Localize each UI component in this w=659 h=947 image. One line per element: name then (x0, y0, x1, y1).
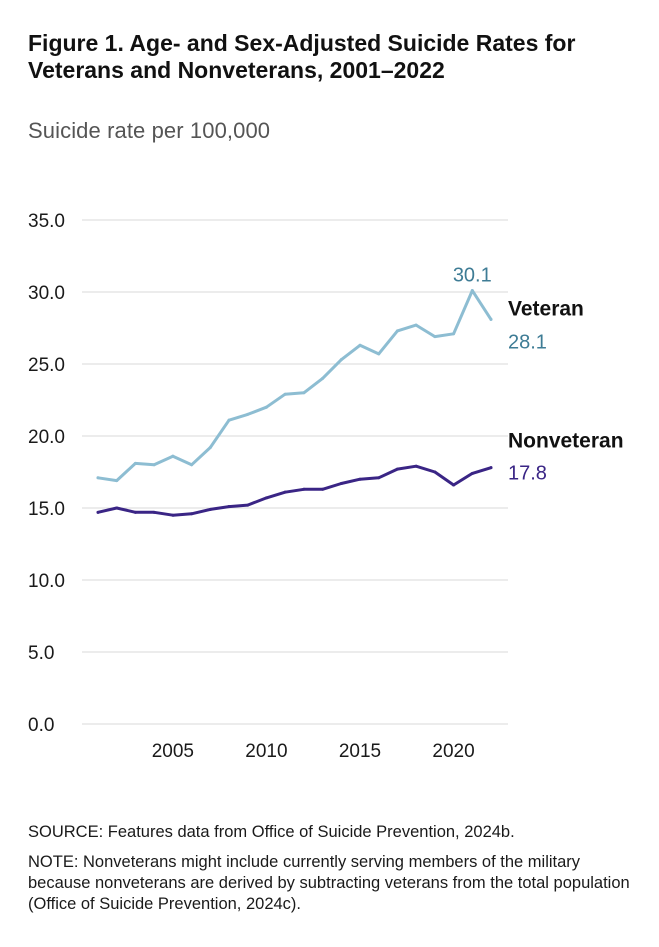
figure-label: Figure 1. (28, 30, 124, 56)
data-point-nonveteran (264, 496, 268, 500)
data-point-veteran (395, 329, 399, 333)
y-tick-label: 15.0 (28, 499, 65, 520)
data-point-nonveteran (246, 503, 250, 507)
data-point-nonveteran (452, 483, 456, 487)
series-labels: Veteran 28.1 30.1 Nonveteran 17.8 (453, 265, 624, 485)
data-point-nonveteran (190, 512, 194, 516)
series-name-label: Veteran (508, 297, 584, 320)
data-point-nonveteran (283, 490, 287, 494)
data-point-nonveteran (152, 510, 156, 514)
x-tick-label: 2015 (339, 741, 381, 762)
data-point-veteran (96, 476, 100, 480)
data-point-veteran (302, 391, 306, 395)
y-tick-label: 30.0 (28, 283, 65, 304)
data-point-nonveteran (227, 505, 231, 509)
data-point-nonveteran (171, 513, 175, 517)
data-point-veteran (377, 352, 381, 356)
data-point-veteran (133, 461, 137, 465)
series-end-value-label: 28.1 (508, 331, 547, 353)
data-point-veteran (283, 392, 287, 396)
data-point-veteran (433, 335, 437, 339)
data-point-nonveteran (470, 471, 474, 475)
data-point-veteran (358, 343, 362, 347)
data-point-veteran (171, 454, 175, 458)
data-point-nonveteran (133, 510, 137, 514)
data-point-nonveteran (115, 506, 119, 510)
data-point-nonveteran (339, 482, 343, 486)
data-point-veteran (190, 463, 194, 467)
data-point-veteran (264, 405, 268, 409)
data-point-nonveteran (358, 477, 362, 481)
data-point-veteran (208, 446, 212, 450)
x-tick-label: 2020 (432, 741, 474, 762)
data-point-nonveteran (377, 476, 381, 480)
figure-title: Figure 1. Age- and Sex-Adjusted Suicide … (28, 30, 638, 84)
data-point-veteran (152, 463, 156, 467)
gridlines (82, 219, 508, 725)
y-tick-label: 20.0 (28, 427, 65, 448)
line-chart: 0.05.010.015.020.025.030.035.0 2005 2010 2… (28, 211, 624, 762)
y-tick-label: 25.0 (28, 355, 65, 376)
data-point-nonveteran (433, 470, 437, 474)
data-point-veteran (470, 289, 474, 293)
data-point-nonveteran (414, 464, 418, 468)
series-line-veteran (96, 289, 493, 483)
data-point-nonveteran (208, 507, 212, 511)
data-point-nonveteran (395, 467, 399, 471)
figure-title-text: Age- and Sex-Adjusted Suicide Rates for … (28, 30, 576, 83)
x-tick-label: 2005 (152, 741, 194, 762)
y-tick-label: 5.0 (28, 643, 54, 664)
x-tick-label: 2010 (245, 741, 287, 762)
data-point-veteran (321, 376, 325, 380)
data-point-veteran (227, 418, 231, 422)
series-end-value-label: 17.8 (508, 463, 547, 485)
data-point-veteran (414, 323, 418, 327)
y-axis-label: Suicide rate per 100,000 (28, 118, 271, 143)
peak-value-label: 30.1 (453, 265, 492, 287)
data-point-nonveteran (96, 510, 100, 514)
data-point-veteran (115, 479, 119, 483)
series-line-nonveteran (96, 464, 493, 517)
series-name-label: Nonveteran (508, 430, 624, 453)
data-point-veteran (489, 317, 493, 321)
series-lines (96, 289, 493, 517)
data-point-veteran (452, 332, 456, 336)
y-tick-label: 0.0 (28, 715, 54, 736)
data-point-veteran (246, 412, 250, 416)
y-tick-label: 35.0 (28, 211, 65, 232)
data-point-nonveteran (302, 487, 306, 491)
y-tick-label: 10.0 (28, 571, 65, 592)
x-tick-labels: 2005 2010 2015 2020 (152, 741, 475, 762)
data-point-nonveteran (321, 487, 325, 491)
y-tick-labels: 0.0 5.0 10.0 15.0 20.0 25.0 30.0 35.0 (28, 211, 65, 736)
source-note: SOURCE: Features data from Office of Sui… (28, 823, 515, 841)
data-point-nonveteran (489, 466, 493, 470)
data-point-veteran (339, 358, 343, 362)
footnote: NOTE: Nonveterans might include currentl… (28, 853, 630, 913)
